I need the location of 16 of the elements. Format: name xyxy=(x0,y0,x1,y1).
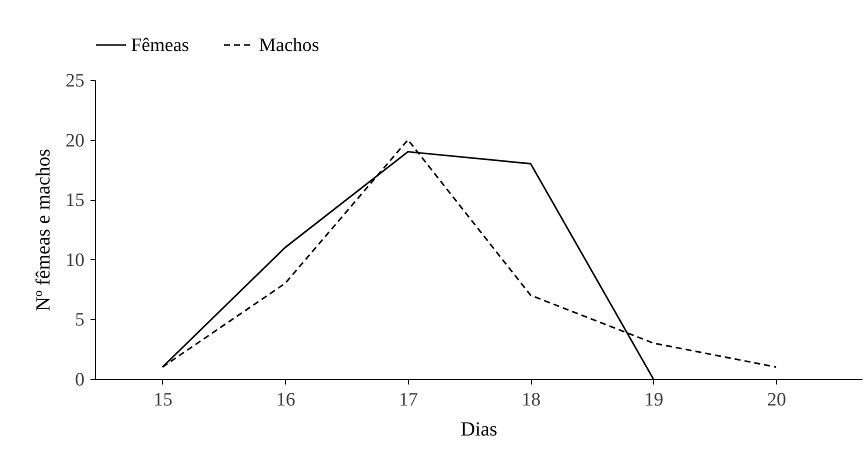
y-tick-label: 20 xyxy=(66,130,84,152)
legend-label: Machos xyxy=(259,35,320,56)
x-axis-title: Dias xyxy=(460,418,498,440)
y-tick-label: 0 xyxy=(75,370,84,390)
y-axis-title: Nº fêmeas e machos xyxy=(32,148,54,312)
y-tick-label: 25 xyxy=(66,70,84,92)
x-tick-label: 18 xyxy=(522,390,541,410)
y-tick-label: 15 xyxy=(66,190,84,212)
x-tick-label: 16 xyxy=(276,390,296,410)
legend-label: Fêmeas xyxy=(131,35,190,56)
y-tick-label: 5 xyxy=(75,310,84,331)
y-tick-label: 10 xyxy=(66,250,84,271)
x-tick-label: 20 xyxy=(767,390,786,410)
x-tick-label: 19 xyxy=(644,390,664,410)
x-tick-label: 15 xyxy=(153,390,172,410)
x-tick-label: 17 xyxy=(398,390,418,410)
